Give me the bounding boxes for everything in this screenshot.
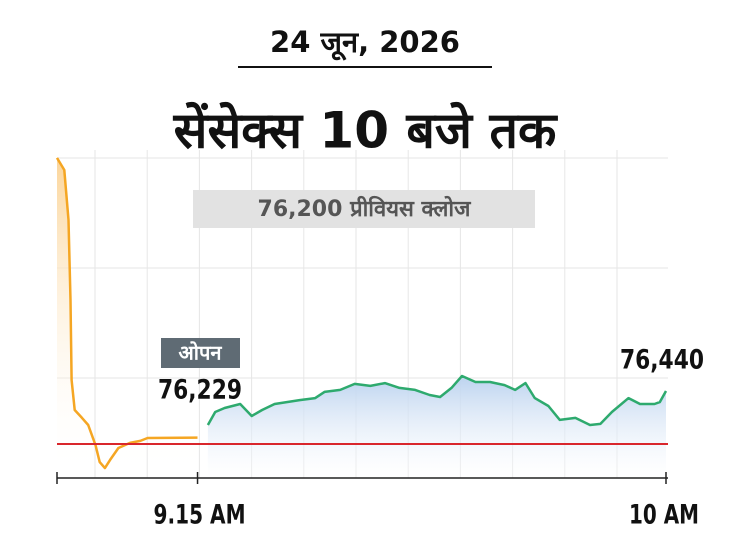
open-label-box — [161, 338, 240, 368]
date-subtitle: 24 जून, 2026 — [270, 25, 460, 61]
reference-label: 76,200 प्रीवियस क्लोज — [258, 195, 473, 222]
open-value-label: 76,229 — [158, 375, 242, 406]
x-tick-label: 10 AM — [629, 500, 699, 531]
line — [55, 157, 198, 470]
end-value-label: 76,440 — [620, 345, 704, 376]
reference-label-box — [193, 190, 535, 228]
chart-title: सेंसेक्स 10 बजे तक — [173, 102, 558, 160]
open-label: ओपन — [179, 341, 223, 365]
area — [207, 376, 666, 478]
x-tick-label: 9.15 AM — [154, 500, 246, 531]
area — [57, 157, 198, 478]
line — [206, 374, 668, 427]
